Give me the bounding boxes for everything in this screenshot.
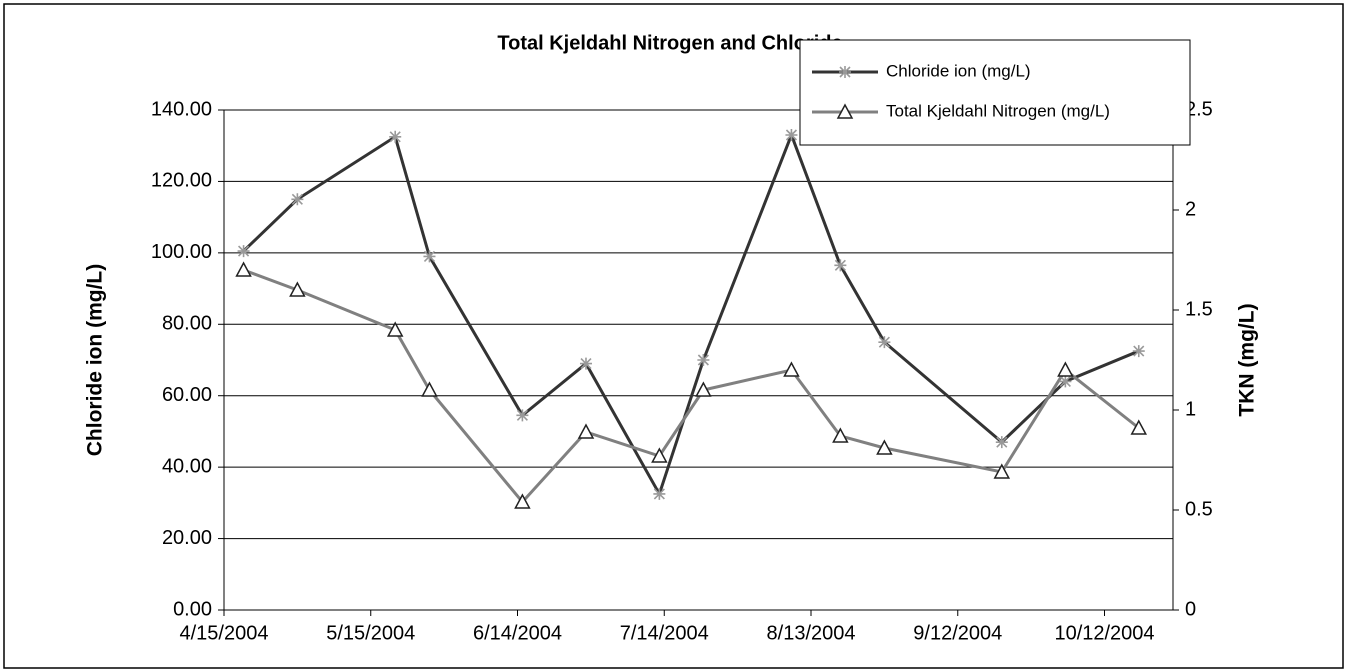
data-point: [832, 427, 849, 443]
y-tick-label: 120.00: [151, 170, 212, 192]
y2-tick-label: 0.5: [1185, 498, 1213, 520]
data-point: [423, 250, 436, 263]
data-point: [651, 447, 668, 463]
data-point: [995, 436, 1008, 449]
data-point: [697, 354, 710, 366]
chart-title: Total Kjeldahl Nitrogen and Chloride: [497, 32, 842, 54]
data-point: [785, 129, 798, 141]
data-point: [876, 439, 893, 455]
data-point: [516, 409, 529, 422]
legend-label: Total Kjeldahl Nitrogen (mg/L): [886, 101, 1110, 120]
x-tick-label: 8/13/2004: [767, 622, 856, 644]
series-line: [243, 268, 1140, 505]
data-point: [1130, 419, 1148, 435]
y2-tick-label: 0: [1185, 598, 1196, 620]
data-point: [878, 336, 891, 349]
data-point: [579, 357, 592, 370]
y-tick-label: 140.00: [151, 98, 212, 120]
data-point: [235, 261, 252, 277]
y2-tick-label: 2.5: [1185, 98, 1213, 120]
x-tick-label: 6/14/2004: [473, 622, 562, 644]
y-axis-title: Chloride ion (mg/L): [84, 264, 107, 456]
y-tick-label: 100.00: [151, 241, 212, 263]
y-tick-label: 20.00: [162, 527, 212, 549]
x-tick-label: 4/15/2004: [180, 622, 269, 644]
legend-label: Chloride ion (mg/L): [886, 61, 1031, 80]
series-line: [242, 130, 1140, 498]
legend-marker: [839, 66, 851, 78]
data-point: [291, 193, 304, 206]
y-tick-label: 40.00: [162, 455, 212, 477]
data-point: [783, 361, 800, 377]
x-tick-label: 10/12/2004: [1054, 622, 1154, 644]
data-point: [421, 381, 438, 397]
data-point: [695, 381, 712, 397]
data-point: [1059, 375, 1072, 388]
x-tick-label: 5/15/2004: [326, 622, 415, 644]
data-point: [514, 493, 531, 509]
y2-axis-title: TKN (mg/L): [1236, 303, 1259, 416]
data-point: [834, 259, 847, 272]
legend-marker: [836, 103, 854, 119]
y2-tick-label: 1.5: [1185, 298, 1213, 320]
y-tick-label: 60.00: [162, 384, 212, 406]
y-tick-label: 80.00: [162, 313, 212, 335]
data-point: [1057, 361, 1074, 377]
y-tick-label: 0.00: [173, 598, 212, 620]
y2-tick-label: 1: [1185, 398, 1196, 420]
data-point: [389, 130, 402, 143]
data-point: [386, 321, 404, 337]
data-point: [577, 423, 595, 439]
x-tick-label: 9/12/2004: [913, 622, 1002, 644]
data-point: [237, 245, 250, 258]
legend-box: [799, 39, 1191, 146]
data-point: [993, 463, 1011, 479]
x-tick-label: 7/14/2004: [620, 622, 709, 644]
data-point: [289, 281, 306, 297]
data-point: [653, 487, 666, 500]
y2-tick-label: 2: [1185, 198, 1196, 220]
data-point: [1132, 345, 1145, 358]
